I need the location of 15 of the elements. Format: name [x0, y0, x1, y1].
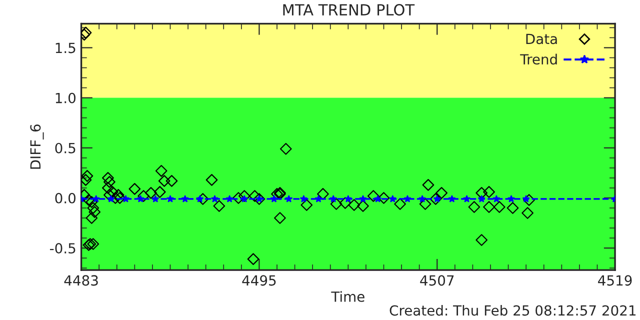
chart-title: MTA TREND PLOT [283, 4, 415, 16]
legend-label: Trend [520, 54, 557, 65]
x-tick-label: 4483 [64, 275, 98, 286]
y-tick-label: 1.5 [56, 42, 76, 54]
x-tick-label: 4519 [598, 275, 632, 286]
y-axis-title: DIFF_6 [30, 124, 44, 169]
legend-label: Data [526, 34, 557, 44]
y-tick-label: 0.0 [55, 192, 76, 204]
x-tick-label: 4495 [242, 275, 276, 286]
y-tick-label: 1.0 [56, 92, 76, 104]
y-tick-label: 0.5 [55, 142, 76, 154]
text: Created: Thu Feb 25 08:12:57 2021 [390, 304, 636, 316]
x-tick-label: 4507 [420, 275, 454, 286]
x-axis-title: Time [331, 291, 364, 302]
y-tick-label: -0.5 [50, 243, 76, 254]
